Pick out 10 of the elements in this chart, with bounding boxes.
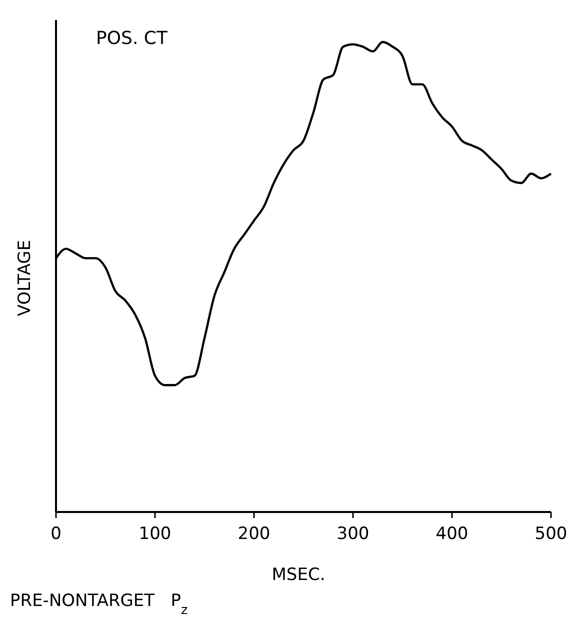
x-tick-label: 0 — [50, 524, 62, 544]
chart-title: POS. CT — [96, 28, 168, 49]
x-tick-label: 500 — [534, 524, 568, 544]
x-tick-label: 200 — [238, 524, 270, 544]
x-axis-title: MSEC. — [272, 565, 326, 585]
y-axis-title: VOLTAGE — [15, 240, 35, 316]
text: PRE-NONTARGET P$_{z}$ — [10, 591, 188, 618]
x-tick-label: 300 — [336, 524, 370, 544]
x-tick-label: 100 — [138, 524, 172, 544]
x-tick-label: 400 — [436, 524, 468, 544]
